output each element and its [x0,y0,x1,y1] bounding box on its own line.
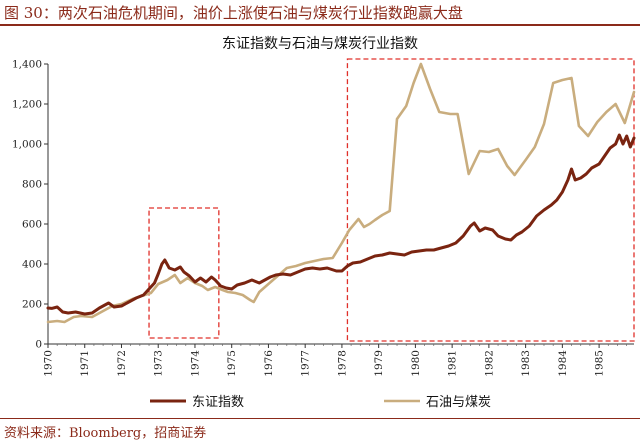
x-tick-label: 1981 [447,350,459,377]
x-tick-label: 1984 [557,350,569,377]
legend-oil-coal-label: 石油与煤炭 [426,395,491,410]
x-tick-label: 1979 [373,350,385,377]
x-tick-label: 1982 [483,350,495,377]
y-tick-label: 1,200 [12,99,42,111]
x-tick-label: 1980 [410,350,422,377]
y-tick-label: 800 [22,179,42,191]
y-tick-label: 1,400 [12,59,42,71]
highlight-box-2 [346,58,635,342]
y-tick-label: 400 [22,259,42,271]
legend-dongzheng-label: 东证指数 [192,395,244,410]
x-tick-label: 1975 [226,350,238,377]
y-tick-label: 1,000 [12,139,42,151]
title-rule [0,24,640,26]
x-tick-label: 1978 [336,350,348,377]
x-tick-label: 1983 [520,350,532,377]
oil-coal-index-line [46,62,636,324]
y-tick-label: 200 [22,299,42,311]
source-rule [0,418,640,419]
y-tick-label: 600 [22,219,42,231]
source-note: 资料来源：Bloomberg，招商证券 [4,426,207,441]
x-tick-label: 1972 [116,350,128,377]
x-tick-label: 1985 [594,350,606,377]
figure-title: 图 30：两次石油危机期间，油价上涨使石油与煤炭行业指数跑赢大盘 [4,4,463,22]
x-tick-label: 1977 [300,350,312,377]
x-tick-label: 1971 [79,350,91,377]
y-tick-label: 0 [35,339,42,351]
x-tick-label: 1973 [153,350,165,377]
x-tick-label: 1976 [263,350,275,377]
x-tick-label: 1974 [189,350,201,377]
highlight-box-1 [148,207,220,339]
x-tick-label: 1970 [43,350,55,377]
chart-title: 东证指数与石油与煤炭行业指数 [222,36,418,52]
dongzheng-index-line [46,133,636,316]
